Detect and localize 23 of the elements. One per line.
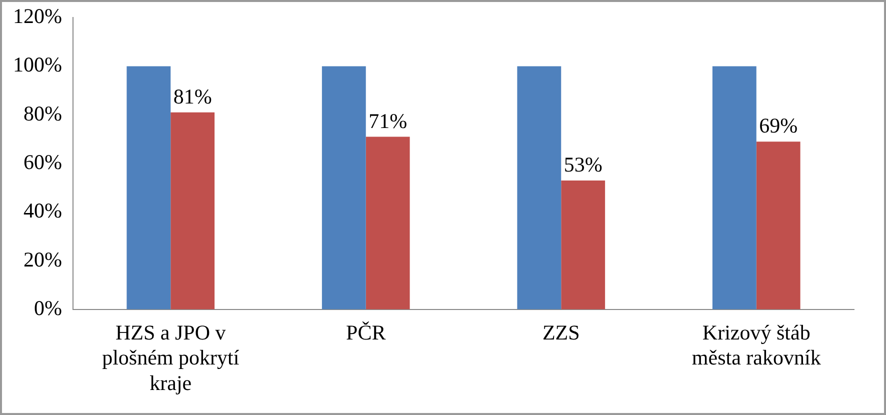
- bar: [561, 180, 606, 310]
- data-label: 81%: [173, 84, 212, 108]
- bar: [712, 66, 756, 310]
- bar: [126, 66, 171, 310]
- y-tick-label: 120%: [12, 4, 62, 28]
- data-label: 53%: [564, 152, 602, 177]
- y-tick-label: 60%: [23, 150, 62, 174]
- data-label: 71%: [368, 108, 408, 133]
- y-tick-label: 100%: [12, 52, 62, 77]
- x-tick-label: Krizový štáb města rakovník: [692, 320, 822, 370]
- y-tick-label: 0%: [34, 296, 62, 320]
- bar: [366, 136, 410, 310]
- x-tick-label: PČR: [346, 320, 386, 345]
- x-tick-label: ZZS: [542, 320, 580, 345]
- y-tick-label: 20%: [23, 247, 62, 272]
- bar: [756, 142, 800, 310]
- data-label: 69%: [759, 114, 798, 138]
- bar: [170, 112, 215, 310]
- bar: [517, 66, 562, 310]
- y-tick-label: 80%: [23, 101, 62, 126]
- x-tick-label: HZS a JPO v plošném pokrytí kraje: [102, 320, 240, 395]
- bar: [322, 66, 366, 310]
- y-tick-label: 40%: [23, 198, 62, 223]
